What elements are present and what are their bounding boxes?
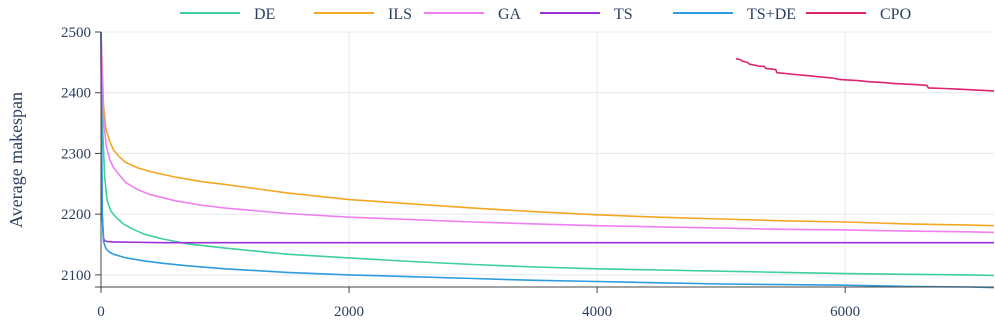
legend-item: DE [180, 6, 275, 23]
y-tick-label: 2300 [61, 146, 91, 162]
y-tick-label: 2100 [61, 268, 91, 284]
legend-label: ILS [388, 6, 412, 23]
legend: DE ILS GA TS TS+DE CPO [180, 6, 911, 23]
series-line-cpo [735, 57, 995, 92]
series-layer [100, 31, 995, 289]
y-tick-label: 2400 [61, 86, 91, 102]
legend-item: TS [540, 6, 633, 23]
x-tick-label: 6000 [830, 304, 860, 320]
series-line-ts-de [100, 31, 995, 289]
y-tick-label: 2500 [61, 25, 91, 41]
axes: 2100 2200 2300 2400 2500 0 2000 4000 6000 [0, 0, 994, 320]
y-tick-label: 2200 [61, 207, 91, 223]
x-tick-label: 0 [97, 304, 105, 320]
y-axis-title: Average makespan [6, 92, 26, 228]
left-mask [0, 0, 100, 287]
legend-item: ILS [314, 6, 412, 23]
x-tick-label: 4000 [582, 304, 612, 320]
series-line-ga [100, 31, 995, 234]
legend-item: GA [424, 6, 522, 23]
x-tick-label: 2000 [334, 304, 364, 320]
legend-label: TS+DE [747, 6, 796, 23]
legend-item: TS+DE [673, 6, 796, 23]
legend-label: DE [254, 6, 275, 23]
series-line-de [100, 31, 995, 277]
legend-label: CPO [880, 6, 911, 23]
series-line-ils [100, 31, 995, 227]
legend-item: CPO [806, 6, 911, 23]
legend-label: GA [498, 6, 522, 23]
gridlines [101, 31, 994, 287]
legend-label: TS [614, 6, 633, 23]
